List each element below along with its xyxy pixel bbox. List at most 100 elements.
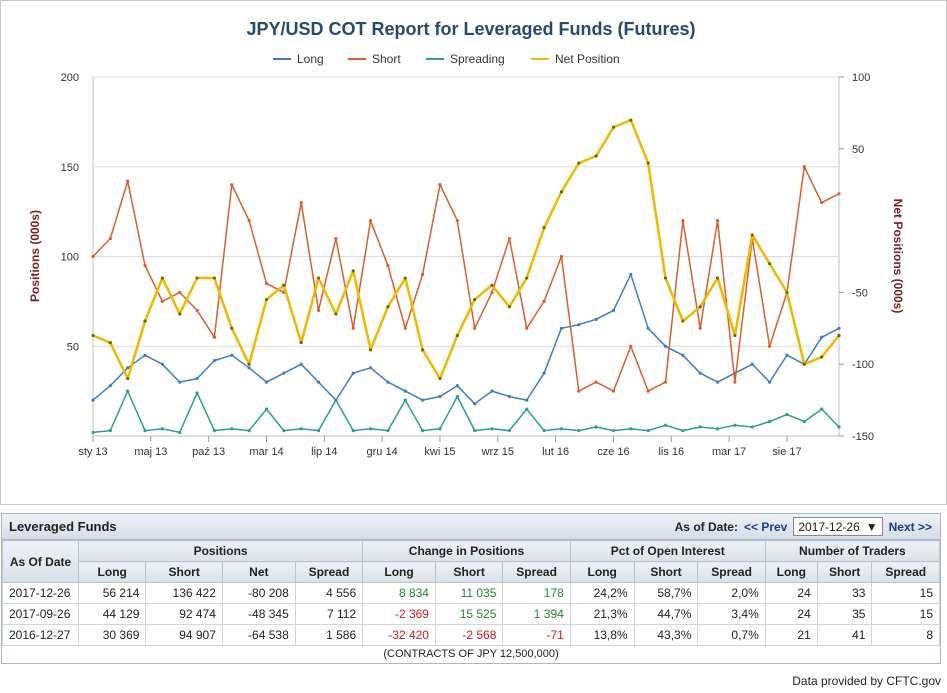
col-tr-long: Long	[764, 561, 818, 583]
data-point-short	[316, 308, 321, 312]
y-right-tick-label: -150	[852, 431, 874, 443]
col-pos-net: Net	[221, 561, 296, 583]
data-point-spreading	[507, 429, 511, 433]
chart-legend[interactable]: Long Short Spreading Net Position	[273, 52, 620, 66]
data-point-long	[91, 398, 95, 402]
data-point-spreading	[629, 427, 633, 431]
legend-label: Spreading	[450, 52, 505, 66]
data-point-short	[768, 344, 772, 348]
data-point-spreading	[386, 429, 390, 433]
data-point-spreading	[247, 429, 251, 433]
dropdown-arrow-icon: ▼	[865, 519, 878, 534]
cell-pos-spread: 4 556	[294, 582, 364, 604]
legend-item-spreading[interactable]: Spreading	[426, 52, 505, 66]
data-point-net-position	[160, 276, 164, 280]
data-point-net-position	[646, 161, 650, 165]
col-pos-long: Long	[77, 561, 147, 583]
data-point-long	[282, 371, 286, 375]
data-point-spreading	[212, 429, 217, 433]
data-point-short	[542, 299, 546, 303]
data-point-long	[681, 353, 685, 357]
data-point-net-position	[629, 118, 633, 122]
cell-tr-spread: 15	[871, 603, 940, 625]
data-point-short	[403, 326, 407, 330]
data-point-spreading	[837, 425, 841, 429]
cell-pos-long: 56 214	[77, 582, 147, 604]
data-point-long	[230, 353, 234, 357]
data-point-short	[490, 290, 494, 294]
data-point-long	[403, 389, 407, 393]
data-point-short	[663, 380, 668, 384]
data-point-short	[386, 263, 390, 268]
data-point-net-position	[368, 348, 373, 352]
x-tick-label: lut 16	[542, 446, 569, 458]
data-point-spreading	[820, 407, 824, 411]
cell-chg-long: -2 369	[362, 603, 436, 625]
data-point-net-position	[750, 233, 754, 237]
cell-tr-long: 21	[764, 624, 818, 646]
data-point-long	[126, 366, 130, 370]
x-tick-label: mar 17	[712, 446, 746, 458]
cell-pos-long: 30 369	[77, 624, 147, 646]
data-point-net-position	[594, 154, 598, 158]
data-point-spreading	[473, 429, 477, 433]
cell-tr-long: 24	[764, 603, 818, 625]
x-tick-label: lis 16	[658, 446, 684, 458]
data-point-net-position	[820, 355, 824, 359]
data-point-spreading	[264, 407, 269, 411]
data-point-long	[559, 326, 564, 330]
data-point-spreading	[421, 429, 425, 433]
data-point-net-position	[681, 319, 685, 323]
x-tick-label: kwi 15	[424, 446, 455, 458]
data-point-net-position	[282, 283, 286, 287]
data-point-short	[802, 165, 806, 169]
data-point-net-position	[663, 276, 668, 280]
data-point-net-position	[715, 276, 720, 280]
cell-pct-short: 58,7%	[633, 582, 699, 604]
data-point-net-position	[212, 276, 217, 280]
prev-link[interactable]: << Prev	[743, 519, 788, 534]
date-select[interactable]: 2017-12-26 ▼	[793, 517, 883, 536]
legend-item-long[interactable]: Long	[273, 52, 324, 66]
data-point-short	[577, 389, 581, 393]
data-point-short	[108, 236, 112, 241]
x-tick-label: lip 14	[311, 446, 337, 458]
legend-item-short[interactable]: Short	[348, 52, 401, 66]
data-point-short	[195, 308, 199, 312]
data-point-long	[594, 317, 598, 321]
data-point-spreading	[126, 389, 130, 393]
data-point-net-position	[525, 276, 529, 280]
cell-chg-spread: 178	[502, 582, 571, 604]
panel-title: Leveraged Funds	[9, 519, 117, 534]
data-point-long	[663, 344, 668, 348]
data-point-net-position	[403, 276, 407, 280]
col-as-of-date: As Of Date	[2, 540, 79, 583]
data-point-spreading	[368, 427, 373, 431]
data-point-short	[143, 263, 147, 268]
data-point-long	[368, 366, 373, 370]
next-link[interactable]: Next >>	[888, 519, 932, 534]
data-point-long	[299, 362, 303, 366]
panel-header: Leveraged Funds As of Date: << Prev 2017…	[2, 514, 940, 540]
data-point-net-position	[473, 297, 477, 302]
data-point-spreading	[230, 427, 234, 431]
cell-tr-spread: 15	[871, 582, 940, 604]
data-point-long	[490, 389, 494, 393]
data-point-spreading	[559, 427, 564, 431]
cell-chg-long: -32 420	[362, 624, 436, 646]
data-point-net-position	[802, 362, 806, 366]
y-left-tick-label: 50	[67, 341, 79, 353]
data-point-long	[264, 380, 269, 384]
data-point-net-position	[195, 276, 199, 280]
cell-pct-long: 13,8%	[569, 624, 635, 646]
data-point-short	[525, 326, 529, 330]
legend-item-net-position[interactable]: Net Position	[531, 52, 620, 66]
cell-tr-spread: 8	[871, 624, 940, 646]
cell-pos-short: 92 474	[145, 603, 223, 625]
x-tick-label: mar 14	[249, 446, 283, 458]
cell-tr-short: 41	[816, 624, 873, 646]
data-point-net-position	[421, 348, 425, 352]
data-point-short	[299, 201, 303, 205]
data-point-spreading	[768, 420, 772, 424]
data-point-net-position	[143, 319, 147, 323]
